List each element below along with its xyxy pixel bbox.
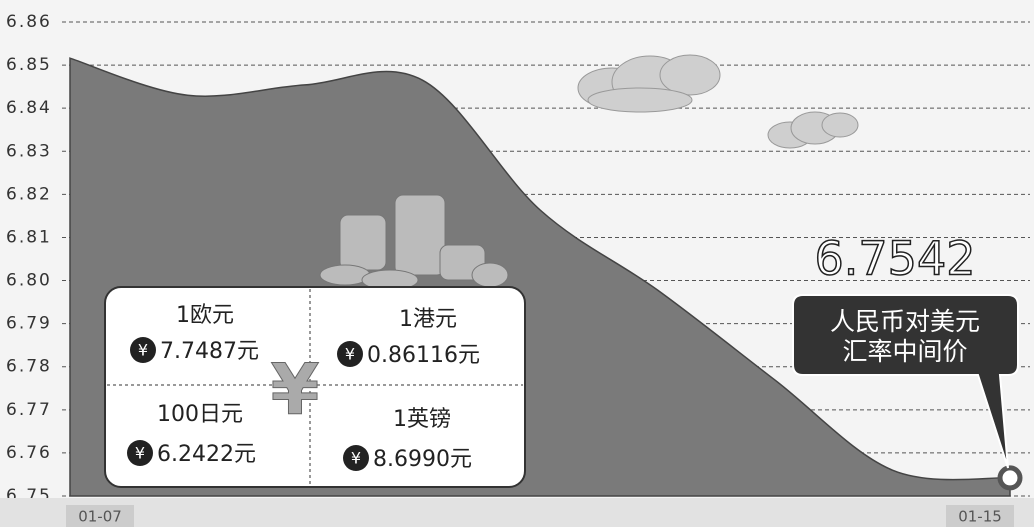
x-tick-box bbox=[946, 505, 1014, 527]
x-tick-label: 01-15 bbox=[958, 508, 1002, 526]
y-tick-label: 6.80 bbox=[6, 271, 52, 291]
yen-badge bbox=[337, 341, 363, 367]
callout: 6.7542 人民币对美元 汇率中间价 bbox=[792, 231, 1019, 469]
y-tick-label: 6.77 bbox=[6, 400, 52, 420]
currency-name: 1欧元 bbox=[176, 303, 234, 328]
yen-badge bbox=[127, 440, 153, 466]
y-tick-label: 6.79 bbox=[6, 314, 52, 334]
x-tick-label: 01-07 bbox=[78, 508, 122, 526]
callout-text: 人民币对美元 bbox=[830, 307, 980, 336]
currency-name: 100日元 bbox=[157, 402, 243, 427]
yen-badge bbox=[343, 445, 369, 471]
yen-symbol: ¥ bbox=[345, 345, 355, 364]
y-tick-label: 6.84 bbox=[6, 98, 52, 118]
panel-box bbox=[104, 286, 526, 488]
currency-name: 1港元 bbox=[399, 307, 457, 332]
rate-value: 6.2422元 bbox=[157, 442, 256, 467]
yen-symbol: ¥ bbox=[351, 449, 361, 468]
rate-value: 8.6990元 bbox=[373, 447, 472, 472]
callout-value: 6.7542 bbox=[815, 232, 976, 286]
rate-value: 7.7487元 bbox=[160, 339, 259, 364]
callout-text: 汇率中间价 bbox=[842, 337, 967, 366]
y-tick-label: 6.78 bbox=[6, 357, 52, 377]
yen-badge bbox=[130, 337, 156, 363]
clouds bbox=[577, 54, 859, 149]
currency-name: 1英镑 bbox=[393, 407, 451, 432]
x-axis-band bbox=[0, 498, 1034, 527]
yen-emblem: ¥ bbox=[271, 349, 320, 431]
yen-symbol: ¥ bbox=[138, 341, 148, 360]
yen-symbol: ¥ bbox=[135, 444, 145, 463]
y-tick-label: 6.83 bbox=[6, 141, 52, 161]
y-tick-label: 6.85 bbox=[6, 55, 52, 75]
callout-box bbox=[792, 294, 1019, 469]
y-tick-label: 6.81 bbox=[6, 227, 52, 247]
y-tick-label: 6.86 bbox=[6, 12, 52, 32]
end-marker bbox=[997, 465, 1023, 491]
x-tick-box bbox=[66, 505, 134, 527]
coins bbox=[319, 194, 509, 291]
rate-panel: ¥ 1欧元 ¥ 7.7487元 1港元 ¥ 0.86116元 100日元 ¥ 6.2422元 1英… bbox=[104, 286, 526, 488]
y-tick-label: 6.82 bbox=[6, 184, 52, 204]
rate-value: 0.86116元 bbox=[367, 343, 480, 368]
y-tick-label: 6.76 bbox=[6, 443, 52, 463]
